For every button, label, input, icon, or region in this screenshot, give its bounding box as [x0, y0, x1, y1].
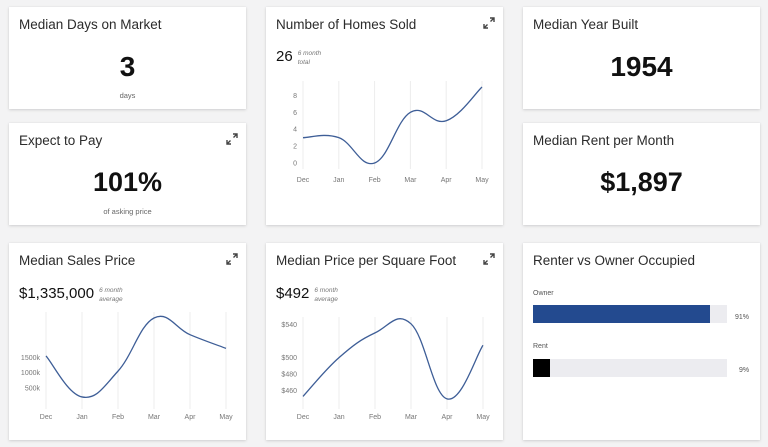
x-tick-label: Apr	[442, 414, 454, 421]
x-tick-label: May	[475, 177, 489, 184]
expand-arrows-icon[interactable]	[483, 253, 495, 265]
summary-note-line2: average	[99, 296, 123, 303]
card-renter-vs-owner-occupied: Renter vs Owner Occupied Owner 91% Rent …	[523, 243, 760, 440]
rent-bar-label: Rent	[533, 343, 548, 350]
summary-note-line2: total	[297, 59, 310, 66]
x-tick-label: Feb	[112, 414, 124, 421]
chart-summary: 26 6 month total	[276, 48, 321, 67]
x-tick-label: Dec	[40, 414, 53, 421]
y-tick-label: 1500k	[21, 355, 41, 362]
card-title: Median Days on Market	[19, 17, 162, 32]
x-tick-label: Jan	[333, 177, 344, 184]
series-line	[45, 315, 227, 398]
card-median-sales-price: Median Sales Price $1,335,000 6 month av…	[9, 243, 246, 440]
card-title: Median Rent per Month	[533, 133, 675, 148]
rent-bar-fill	[533, 359, 551, 377]
summary-value: $492	[276, 285, 310, 302]
x-tick-label: Dec	[297, 414, 310, 421]
card-title: Number of Homes Sold	[276, 17, 417, 32]
chart-summary: $1,335,000 6 month average	[19, 285, 123, 304]
x-tick-label: Feb	[369, 414, 381, 421]
summary-note-line1: 6 month	[297, 50, 322, 57]
metric-value: 3	[119, 51, 136, 82]
x-tick-label: Apr	[185, 414, 197, 421]
metric-caption: of asking price	[103, 207, 152, 216]
x-tick-label: Feb	[369, 177, 381, 184]
x-tick-label: Dec	[297, 177, 310, 184]
owner-bar-label: Owner	[533, 290, 554, 297]
metric-caption: days	[119, 91, 136, 100]
y-tick-label: $480	[281, 372, 297, 379]
price-per-sqft-chart: Dec Jan Feb Mar Apr May $460 $480 $500 $540	[281, 317, 490, 421]
card-median-rent-per-month: Median Rent per Month $1,897	[523, 123, 760, 225]
chart-summary: $492 6 month average	[276, 285, 338, 304]
y-tick-label: $460	[281, 388, 297, 395]
x-tick-label: Mar	[405, 414, 418, 421]
y-tick-label: 6	[293, 110, 297, 117]
y-tick-label: 4	[293, 127, 297, 134]
series-line	[302, 318, 484, 400]
rent-bar-percent: 9%	[739, 367, 750, 374]
y-tick-label: 0	[293, 161, 297, 168]
card-number-of-homes-sold: Number of Homes Sold 26 6 month total De…	[266, 7, 503, 225]
x-tick-label: May	[476, 414, 490, 421]
card-median-days-on-market: Median Days on Market 3 days	[9, 7, 246, 109]
card-median-year-built: Median Year Built 1954	[523, 7, 760, 109]
summary-note-line1: 6 month	[99, 287, 123, 294]
expand-arrows-icon[interactable]	[226, 133, 238, 145]
expand-arrows-icon[interactable]	[483, 17, 495, 29]
card-expect-to-pay: Expect to Pay 101% of asking price	[9, 123, 246, 225]
y-tick-label: 500k	[25, 385, 41, 392]
summary-note: 6 month average	[99, 286, 123, 304]
card-median-price-per-square-foot: Median Price per Square Foot $492 6 mont…	[266, 243, 503, 440]
x-tick-label: Apr	[441, 177, 453, 184]
summary-note-line2: average	[314, 296, 338, 303]
card-title: Median Year Built	[533, 17, 639, 32]
x-tick-label: Jan	[333, 414, 344, 421]
summary-note: 6 month average	[314, 286, 338, 304]
y-tick-label: 2	[293, 144, 297, 151]
expand-arrows-icon[interactable]	[226, 253, 238, 265]
summary-value: 26	[276, 48, 293, 65]
metric-value: $1,897	[600, 167, 683, 197]
y-tick-label: $500	[281, 355, 297, 362]
summary-note: 6 month total	[298, 49, 322, 67]
y-tick-label: $540	[281, 322, 297, 329]
rent-bar-track	[533, 359, 727, 377]
summary-value: $1,335,000	[19, 285, 95, 302]
owner-bar-percent: 91%	[735, 314, 750, 321]
owner-bar-fill	[533, 305, 710, 323]
x-tick-label: Jan	[76, 414, 87, 421]
metric-value: 1954	[610, 51, 673, 82]
homes-sold-chart: Dec Jan Feb Mar Apr May 0 2 4 6 8	[293, 81, 489, 184]
card-title: Expect to Pay	[19, 133, 103, 148]
x-tick-label: Mar	[404, 177, 417, 184]
x-tick-label: May	[219, 414, 233, 421]
y-tick-label: 1000k	[21, 370, 41, 377]
card-title: Median Sales Price	[19, 253, 136, 268]
summary-note-line1: 6 month	[314, 287, 338, 294]
metric-value: 101%	[92, 167, 163, 197]
sales-price-chart: Dec Jan Feb Mar Apr May 500k 1000k 1500k	[21, 312, 233, 421]
card-title: Renter vs Owner Occupied	[533, 253, 696, 268]
series-line	[302, 86, 483, 165]
card-title: Median Price per Square Foot	[276, 253, 457, 268]
x-tick-label: Mar	[148, 414, 161, 421]
owner-bar-track	[533, 305, 727, 323]
y-tick-label: 8	[293, 93, 297, 100]
